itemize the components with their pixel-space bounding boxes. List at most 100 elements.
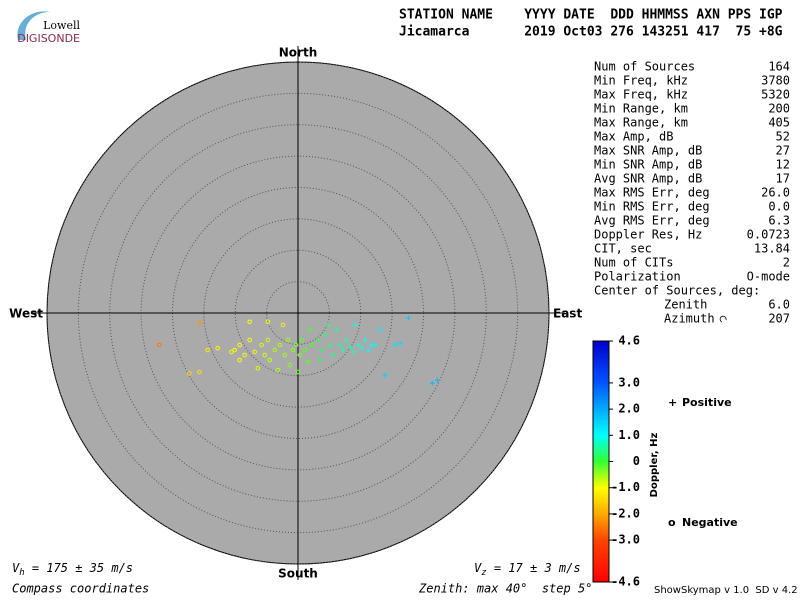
info-value: O-mode	[747, 270, 790, 284]
colorbar-tick-label: 2.0	[618, 402, 640, 416]
source-point	[322, 332, 328, 338]
info-value: 52	[776, 130, 790, 144]
source-point	[187, 370, 192, 376]
source-point	[299, 337, 305, 343]
source-point	[352, 322, 358, 328]
info-label: Min SNR Amp, dB	[594, 158, 702, 172]
info-label: Num of Sources	[594, 60, 695, 74]
source-point	[350, 349, 356, 355]
colorbar	[592, 340, 610, 583]
info-value: 5320	[761, 88, 790, 102]
legend-label: Positive	[682, 396, 732, 409]
info-label: Doppler Res, Hz	[594, 228, 702, 242]
colorbar-label: Doppler, Hz	[649, 433, 660, 498]
colorbar-tick-label: -4.6	[611, 575, 640, 589]
source-point	[434, 377, 440, 383]
info-label: Min Freq, kHz	[594, 74, 688, 88]
source-point	[290, 347, 296, 353]
source-point	[265, 337, 271, 343]
azimuth-icon	[719, 315, 727, 323]
source-point	[327, 342, 333, 348]
colorbar-tick-label: 3.0	[618, 375, 640, 389]
header-line: Jicamarca 2019 Oct03 276 143251 417 75 +…	[399, 25, 783, 40]
info-value: 207	[768, 312, 790, 326]
colorbar-tick-label: 4.6	[618, 334, 640, 348]
source-point	[295, 369, 301, 375]
skymap-plot: North South West East	[9, 46, 582, 581]
source-point	[197, 320, 202, 326]
source-point	[343, 337, 349, 343]
info-value: 3780	[761, 74, 790, 88]
source-point	[232, 347, 237, 353]
colorbar-tick-label: -2.0	[611, 506, 640, 520]
direction-label: West	[9, 307, 43, 321]
info-value: 12	[776, 158, 790, 172]
source-point	[319, 347, 325, 353]
legend-marker: o	[668, 516, 676, 529]
logo-brand: DIGISONDE	[17, 32, 80, 45]
info-value: 13.84	[754, 242, 790, 256]
source-point	[293, 342, 299, 348]
source-point	[325, 322, 331, 328]
colorbar-tick-label: -3.0	[611, 533, 640, 547]
source-point	[242, 352, 247, 358]
source-point	[157, 342, 162, 348]
info-label: Avg RMS Err, deg	[594, 214, 710, 228]
source-point	[309, 342, 315, 348]
direction-label: East	[553, 307, 582, 321]
source-point	[305, 359, 311, 365]
info-value: 200	[768, 102, 790, 116]
info-heading: Center of Sources, deg:	[594, 284, 760, 298]
info-value: 6.0	[768, 298, 790, 312]
info-label: Min RMS Err, deg	[594, 200, 710, 214]
direction-label: North	[279, 46, 317, 60]
source-point	[229, 349, 234, 355]
source-point	[333, 327, 339, 333]
info-value: 405	[768, 116, 790, 130]
source-point	[297, 352, 303, 358]
source-point	[302, 347, 308, 353]
source-point	[272, 347, 278, 353]
source-point	[197, 369, 202, 375]
source-point	[405, 315, 411, 321]
source-point	[215, 345, 220, 351]
source-point	[285, 337, 291, 343]
legend-marker: +	[668, 396, 677, 409]
colorbar-tick-label: -1.0	[611, 480, 640, 494]
source-point	[265, 319, 271, 325]
source-point	[282, 352, 288, 358]
info-value: 2	[783, 256, 790, 270]
source-point	[247, 319, 252, 325]
colorbar-tick-label: 1.0	[618, 428, 640, 442]
source-point	[382, 372, 388, 378]
zenith-note: Zenith: max 40° step 5°	[418, 582, 592, 596]
source-point	[317, 357, 323, 363]
source-point	[237, 357, 242, 363]
source-point	[355, 342, 361, 348]
info-label: Max RMS Err, deg	[594, 186, 710, 200]
source-point	[365, 347, 371, 353]
vh-text: Vh = 175 ± 35 m/s	[12, 561, 133, 578]
info-value: 17	[776, 172, 790, 186]
logo-swoosh	[17, 11, 50, 40]
source-point	[252, 349, 258, 355]
logo-top: Lowell	[43, 19, 80, 32]
source-point	[267, 357, 273, 363]
source-point	[247, 337, 252, 343]
coords-note: Compass coordinates	[12, 582, 149, 596]
source-point	[255, 365, 261, 371]
source-point	[397, 340, 403, 346]
source-point	[315, 337, 321, 343]
source-point	[205, 347, 210, 353]
info-label: Max SNR Amp, dB	[594, 144, 702, 158]
info-label: Avg SNR Amp, dB	[594, 172, 702, 186]
source-point	[307, 327, 313, 333]
source-point	[337, 342, 343, 348]
source-point	[280, 322, 286, 328]
source-point	[377, 327, 383, 333]
source-point	[429, 380, 435, 386]
vz-text: Vz = 17 ± 3 m/s	[474, 561, 581, 578]
header-line: STATION NAME YYYY DATE DDD HHMMSS AXN PP…	[399, 8, 783, 23]
info-label: Max Freq, kHz	[594, 88, 688, 102]
